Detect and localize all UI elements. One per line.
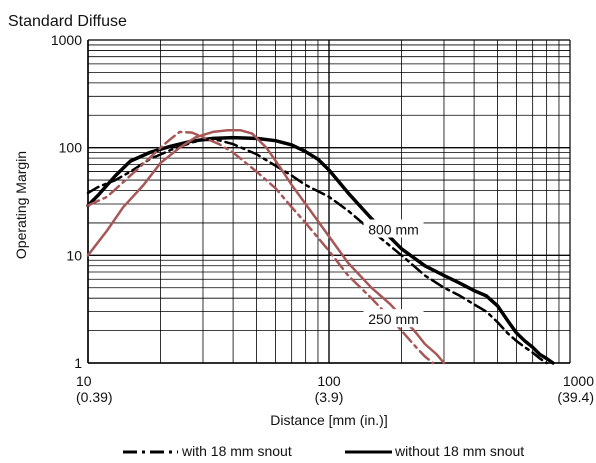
y-tick-label: 1	[74, 355, 82, 371]
legend-label-without-snout: without 18 mm snout	[394, 443, 524, 459]
x-tick-sublabel: (3.9)	[315, 389, 344, 405]
series-line-1	[86, 138, 548, 365]
x-tick-label: 100	[317, 373, 341, 389]
chart-title: Standard Diffuse	[8, 13, 127, 30]
series-group	[86, 129, 555, 365]
y-tick-label: 10	[66, 247, 82, 263]
y-tick-label: 1000	[51, 32, 82, 48]
axes	[87, 40, 570, 364]
x-tick-sublabel: (0.39)	[76, 389, 113, 405]
annotation-bg	[363, 219, 424, 238]
x-tick-label: 10	[76, 373, 92, 389]
y-tick-label: 100	[59, 140, 83, 156]
annotation-bg	[363, 309, 424, 328]
annotations: 800 mm 250 mm	[363, 219, 424, 328]
series-line-0	[86, 135, 555, 365]
annotation-label: 250 mm	[368, 311, 419, 327]
grid	[87, 39, 571, 364]
x-tick-sublabel: (39.4)	[557, 389, 594, 405]
x-axis-label: Distance [mm (in.)]	[270, 412, 387, 428]
y-axis-label: Operating Margin	[13, 151, 29, 259]
legend-label-with-snout: with 18 mm snout	[181, 443, 292, 459]
x-tick-label: 1000	[563, 373, 594, 389]
annotation-label: 800 mm	[368, 222, 419, 238]
legend: with 18 mm snout without 18 mm snout	[123, 443, 524, 459]
